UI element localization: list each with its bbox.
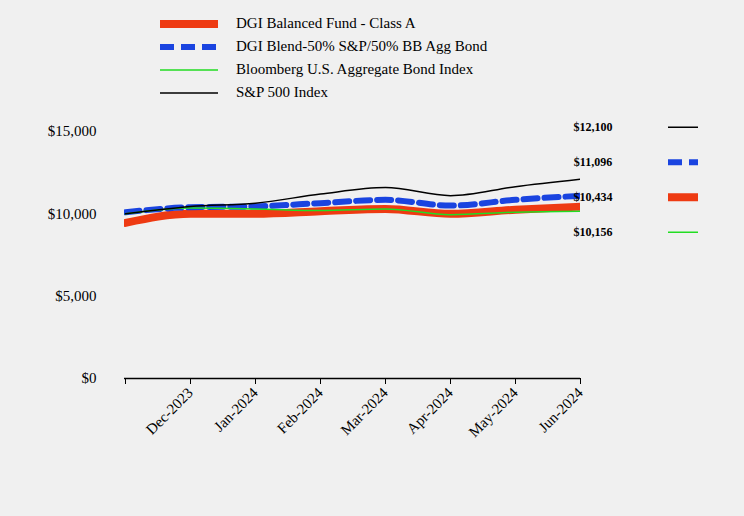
html-text:DGI Balanced Fund - Class A: DGI Balanced Fund - Class A (236, 15, 416, 31)
svg-text:Mar-2024: Mar-2024 (337, 384, 391, 438)
svg-text:$15,000: $15,000 (48, 123, 97, 139)
html-text:S&P 500 Index: S&P 500 Index (236, 84, 328, 100)
svg-text:$10,156: $10,156 (574, 225, 613, 239)
svg-text:Jan-2024: Jan-2024 (211, 384, 262, 435)
svg-text:$10,000: $10,000 (48, 206, 97, 222)
svg-text:Feb-2024: Feb-2024 (274, 384, 326, 436)
svg-text:$10,434: $10,434 (574, 190, 613, 204)
html-text:Bloomberg U.S. Aggregate Bond: Bloomberg U.S. Aggregate Bond Index (236, 61, 474, 77)
html-text:DGI Blend-50% S&P/50% BB Agg B: DGI Blend-50% S&P/50% BB Agg Bond (236, 38, 488, 54)
svg-text:$12,100: $12,100 (574, 120, 613, 134)
svg-text:May-2024: May-2024 (466, 384, 522, 440)
svg-text:Jun-2024: Jun-2024 (535, 384, 586, 435)
svg-text:Apr-2024: Apr-2024 (404, 384, 457, 437)
svg-text:$0: $0 (82, 370, 97, 386)
svg-text:Dec-2023: Dec-2023 (143, 385, 196, 438)
svg-text:$11,096: $11,096 (574, 155, 612, 169)
svg-text:$5,000: $5,000 (55, 288, 96, 304)
